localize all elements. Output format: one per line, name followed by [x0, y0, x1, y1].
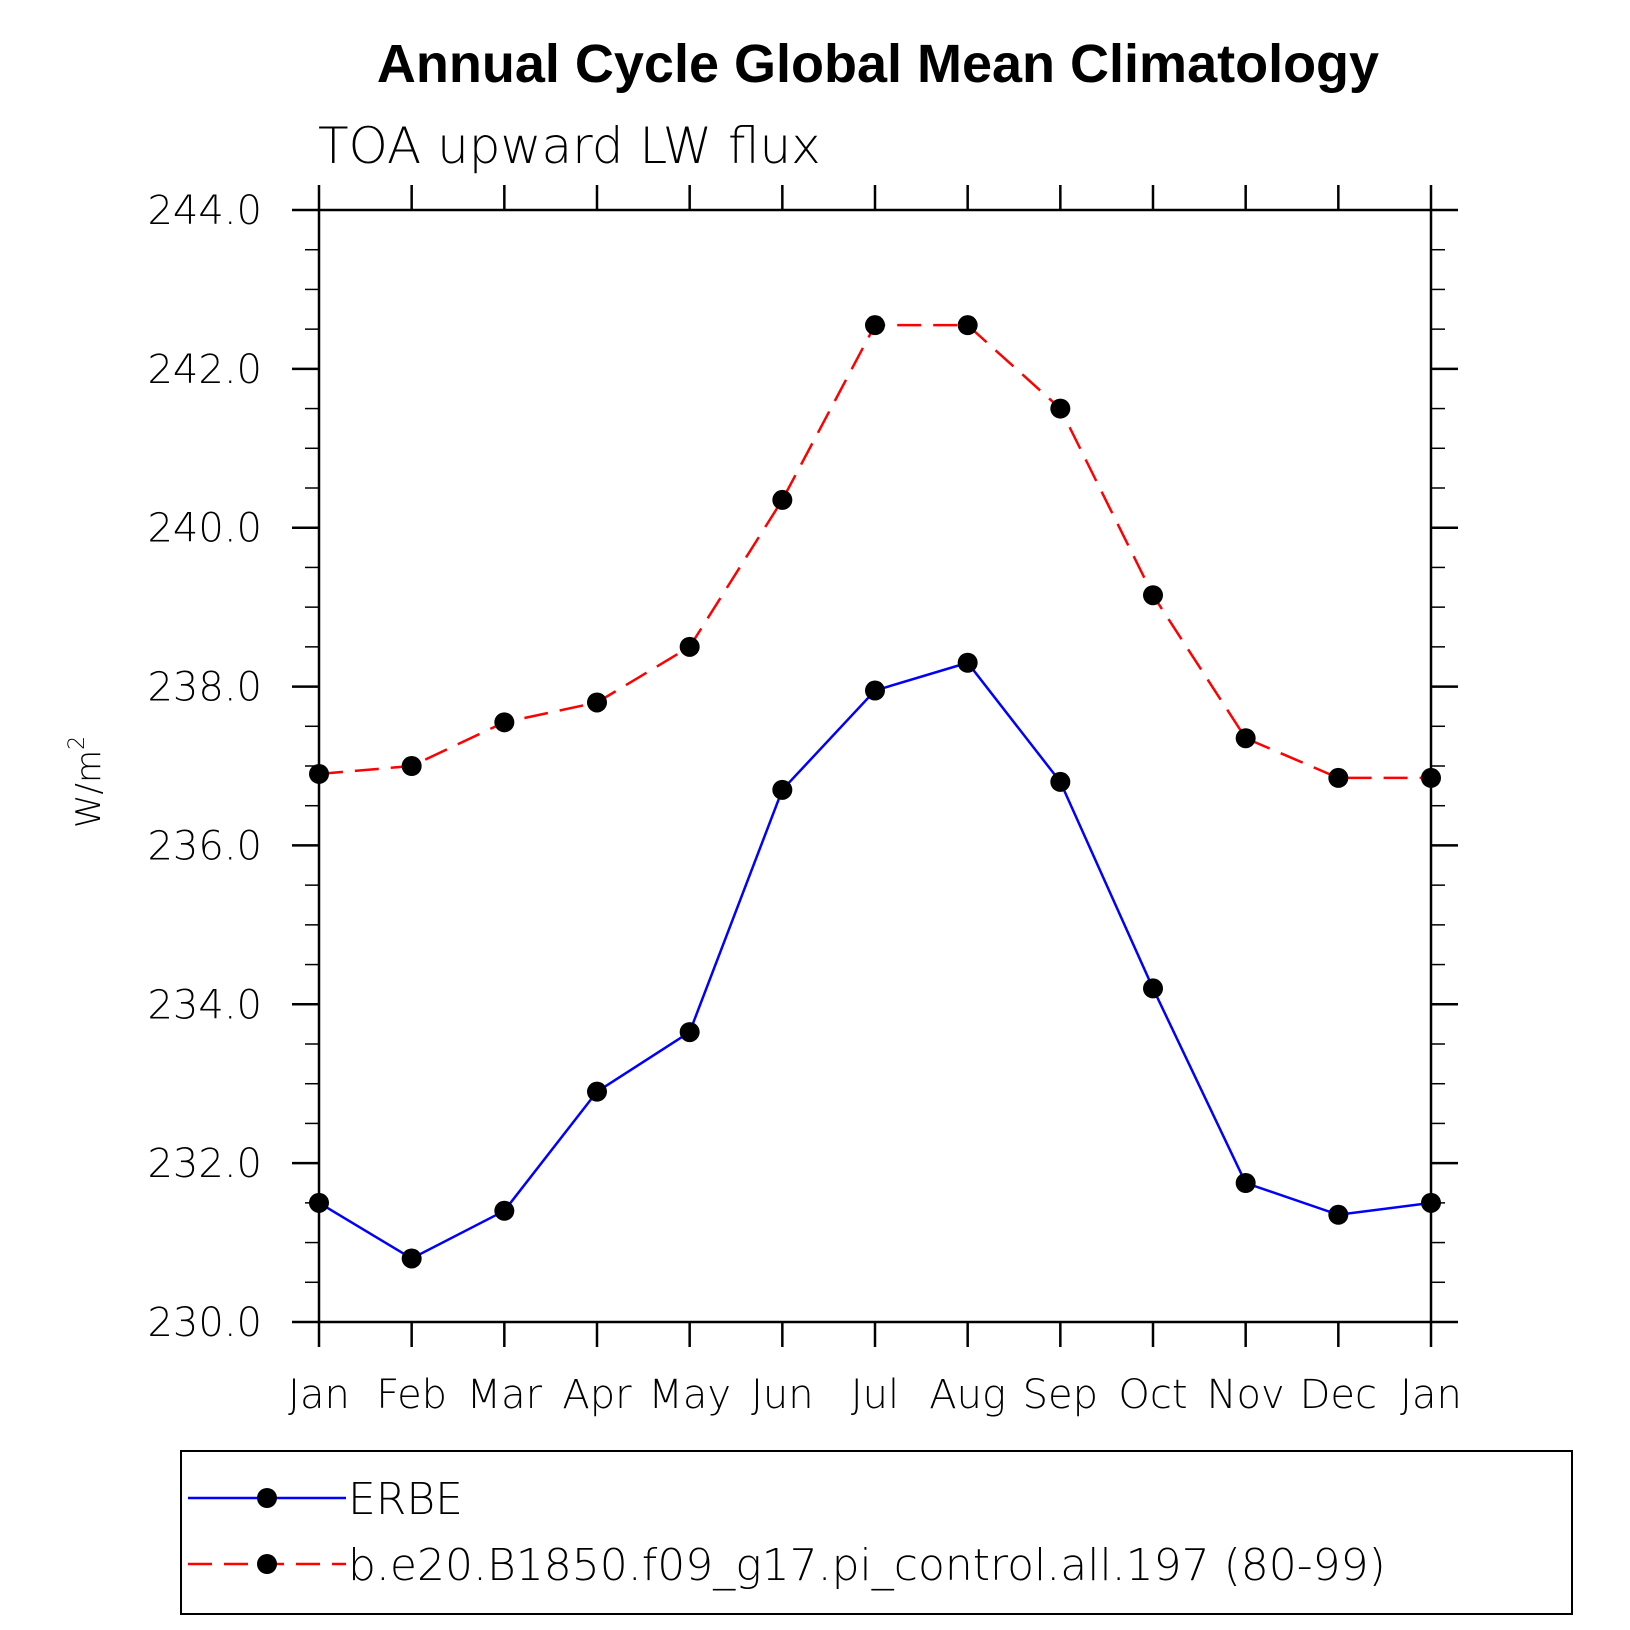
y-tick-label: 236.0 [147, 823, 262, 869]
data-point [1328, 1204, 1349, 1225]
x-tick-label: Nov [1207, 1372, 1285, 1418]
data-point [401, 1248, 422, 1269]
data-point [494, 1200, 515, 1221]
data-point [679, 636, 700, 657]
legend-marker [257, 1554, 277, 1574]
x-tick-label: Jan [1400, 1372, 1462, 1418]
data-point [1235, 728, 1256, 749]
y-axis-tick-labels: 230.0 232.0 234.0 236.0 238.0 240.0 242.0 244.0 [147, 188, 262, 1346]
x-tick-label: Oct [1118, 1372, 1187, 1418]
y-tick-label: 238.0 [147, 665, 262, 711]
y-axis-label-text: W/m [69, 750, 109, 828]
data-point [494, 712, 515, 733]
x-tick-label: Jan [288, 1372, 350, 1418]
data-point [587, 692, 607, 713]
data-point [957, 652, 978, 673]
data-point [772, 779, 793, 800]
y-tick-label: 230.0 [147, 1300, 262, 1346]
data-point [401, 756, 422, 776]
series-line [318, 661, 1432, 1260]
x-tick-label: Apr [562, 1372, 632, 1418]
x-tick-label: Mar [467, 1372, 543, 1418]
data-point [772, 489, 793, 510]
series-2 [309, 315, 1441, 788]
y-axis-label-superscript: 2 [65, 736, 90, 750]
legend-item-2: b.e20.B1850.f09_g17.pi_control.all.197 (… [188, 1540, 1386, 1591]
data-point [1050, 771, 1071, 792]
data-point [957, 315, 978, 336]
svg-text:W/m2: W/m2 [65, 736, 109, 828]
y-tick-label: 232.0 [147, 1141, 262, 1187]
axis-ticks [292, 185, 1458, 1347]
data-point [587, 1081, 607, 1102]
data-point [1050, 398, 1071, 419]
data-point [1143, 978, 1163, 999]
y-tick-label: 234.0 [147, 982, 262, 1028]
chart-subtitle: TOA upward LW flux [318, 117, 821, 175]
legend: ERBE b.e20.B1850.f09_g17.pi_control.all.1… [180, 1450, 1573, 1615]
legend-label: b.e20.B1850.f09_g17.pi_control.all.197 (… [348, 1540, 1386, 1591]
data-point [1235, 1173, 1256, 1193]
x-tick-label: May [648, 1372, 731, 1418]
y-tick-label: 242.0 [147, 347, 262, 393]
legend-box [180, 1450, 1573, 1615]
legend-marker [257, 1488, 277, 1508]
x-tick-label: Sep [1023, 1372, 1098, 1418]
data-point [679, 1022, 700, 1043]
x-tick-label: Jun [751, 1372, 814, 1418]
x-axis-tick-labels: Jan Feb Mar Apr May Jun Jul Aug Sep Oct Nov Dec Jan [288, 1372, 1462, 1418]
y-axis-label: W/m2 [65, 736, 109, 828]
x-tick-label: Aug [929, 1372, 1006, 1418]
x-tick-label: Feb [376, 1372, 447, 1418]
data-point [865, 315, 885, 336]
legend-label: ERBE [348, 1474, 463, 1525]
plot-series [309, 315, 1441, 1269]
x-tick-label: Dec [1300, 1372, 1377, 1418]
y-tick-label: 244.0 [147, 188, 262, 234]
data-point [865, 680, 885, 701]
chart-title: Annual Cycle Global Mean Climatology [377, 34, 1379, 94]
y-tick-label: 240.0 [147, 506, 262, 552]
legend-item-1: ERBE [188, 1474, 463, 1525]
series-1 [309, 652, 1441, 1269]
series-line [318, 323, 1431, 780]
x-tick-label: Jul [851, 1372, 899, 1418]
data-point [1143, 585, 1163, 606]
data-point [1328, 767, 1349, 788]
plot-frame [317, 208, 1433, 1324]
